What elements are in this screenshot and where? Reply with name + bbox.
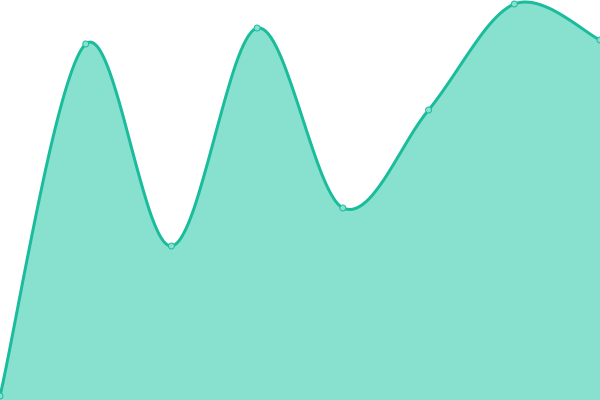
data-point bbox=[339, 204, 347, 212]
data-point bbox=[596, 36, 600, 44]
data-point bbox=[0, 392, 4, 400]
data-point bbox=[425, 106, 433, 114]
data-point bbox=[510, 0, 518, 8]
data-point bbox=[167, 242, 175, 250]
data-point bbox=[253, 24, 261, 32]
data-point bbox=[82, 40, 90, 48]
